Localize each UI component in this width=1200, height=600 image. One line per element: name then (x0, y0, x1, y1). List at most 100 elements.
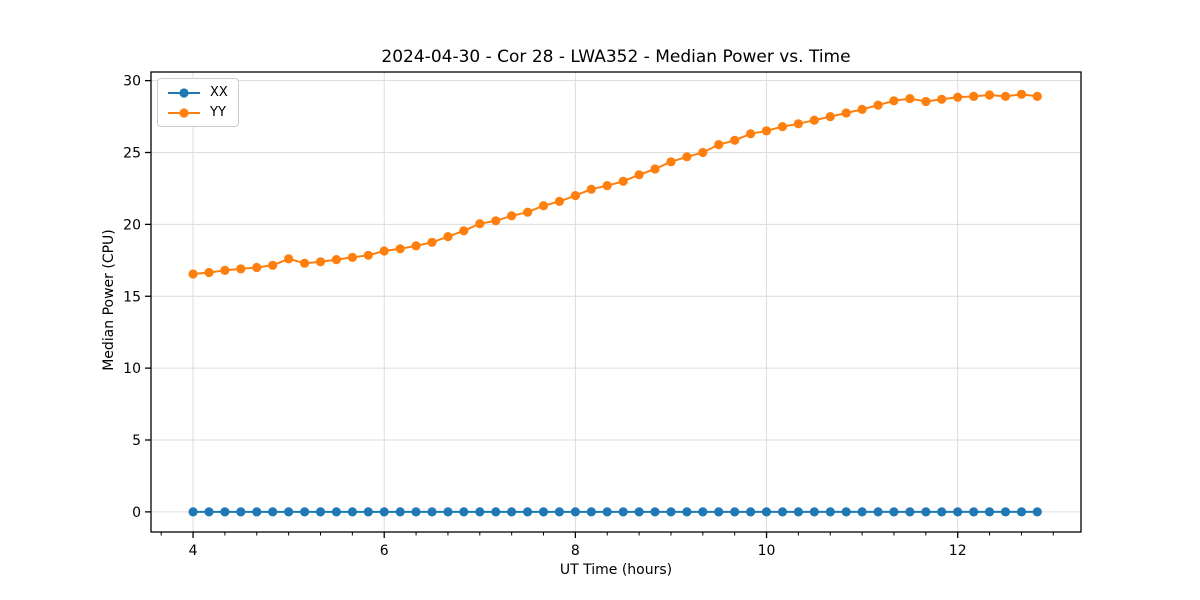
series-XX-marker (188, 507, 198, 517)
series-XX-marker (634, 507, 644, 517)
y-tick-label: 10 (123, 361, 141, 377)
series-YY-marker (857, 104, 867, 114)
series-YY-marker (809, 115, 819, 125)
series-XX-marker (809, 507, 819, 517)
series-XX-marker (1032, 507, 1042, 517)
series-YY-marker (443, 232, 453, 242)
series-XX-marker (395, 507, 405, 517)
series-XX-marker (331, 507, 341, 517)
series-XX-marker (236, 507, 246, 517)
series-XX-marker (730, 507, 740, 517)
series-YY-marker (602, 181, 612, 191)
series-YY-marker (331, 255, 341, 265)
series-YY-marker (570, 191, 581, 201)
series-YY-marker (538, 201, 549, 211)
legend-entry-yy: YY (166, 104, 228, 121)
series-YY-marker (507, 211, 517, 221)
series-XX-marker (1016, 507, 1027, 517)
series-YY-marker (698, 147, 708, 158)
series-XX-marker (969, 507, 979, 517)
series-YY-marker (284, 254, 294, 264)
series-XX-marker (793, 507, 804, 517)
series-XX-marker (761, 507, 772, 517)
series-XX-marker (698, 507, 708, 517)
legend-entry-xx: XX (166, 84, 228, 101)
series-YY-marker (554, 196, 565, 206)
series-XX-marker (921, 507, 931, 517)
series-YY-marker (969, 91, 979, 101)
series-XX-marker (714, 507, 724, 517)
series-YY-marker (379, 246, 389, 256)
series-XX-marker (491, 507, 501, 517)
series-YY-line (193, 93, 1038, 275)
series-XX-marker (538, 507, 549, 517)
series-YY-marker (953, 92, 963, 102)
series-XX-marker (379, 507, 389, 517)
series-YY-marker (730, 135, 740, 145)
series-XX-marker (443, 507, 453, 517)
series-YY-marker (777, 122, 788, 132)
series-XX-marker (873, 507, 883, 517)
series-YY-marker (188, 269, 198, 279)
series-YY-marker (1032, 91, 1042, 101)
y-axis-label: Median Power (CPU) (101, 229, 117, 371)
series-YY-marker (491, 216, 501, 226)
series-YY-marker (220, 265, 230, 275)
series-YY-marker (427, 237, 437, 247)
series-XX-marker (411, 507, 421, 517)
series-YY-marker (300, 258, 310, 268)
series-YY-marker (363, 250, 373, 260)
series-YY-marker (411, 241, 421, 251)
series-YY-marker (714, 140, 724, 150)
series-YY-marker (682, 152, 692, 162)
series-XX-marker (427, 507, 437, 517)
series-YY-marker (252, 262, 262, 273)
series-XX-marker (315, 507, 326, 517)
series-YY-marker (1016, 89, 1027, 99)
series-YY-marker (523, 207, 533, 217)
series-YY-marker (347, 252, 357, 262)
y-tick-label: 0 (132, 505, 141, 521)
series-XX-marker (841, 507, 851, 517)
series-XX-marker (905, 507, 915, 517)
y-tick-label: 20 (123, 217, 141, 233)
series-XX-marker (507, 507, 517, 517)
series-XX-marker (937, 507, 947, 517)
series-XX-marker (300, 507, 310, 517)
x-tick-label: 6 (380, 543, 389, 559)
series-XX-marker (475, 507, 485, 517)
series-XX-marker (1000, 507, 1011, 517)
legend-label-xx: XX (210, 85, 228, 100)
series-YY-marker (395, 244, 405, 254)
series-XX-marker (363, 507, 373, 517)
x-tick-label: 10 (758, 543, 776, 559)
series-YY-marker (236, 264, 246, 274)
series-YY-marker (459, 226, 469, 236)
legend-line-marker-yy-icon (168, 107, 200, 118)
series-XX-marker (857, 507, 867, 517)
plot-border (150, 71, 1082, 533)
series-XX-marker (953, 507, 963, 517)
series-YY-marker (746, 129, 756, 139)
series-YY-marker (1000, 91, 1011, 101)
legend: XX YY (157, 78, 239, 127)
series-XX-marker (984, 507, 995, 517)
series-YY-marker (666, 157, 676, 167)
x-tick-label: 8 (571, 543, 580, 559)
series-YY-marker (618, 176, 628, 186)
series-YY-marker (889, 96, 899, 106)
series-YY-marker (204, 267, 214, 278)
series-XX-marker (825, 507, 835, 517)
series-YY-marker (315, 257, 326, 267)
series-YY-marker (825, 112, 835, 122)
series-YY-marker (937, 94, 947, 104)
series-XX-marker (347, 507, 357, 517)
series-XX-marker (650, 507, 660, 517)
series-XX-marker (889, 507, 899, 517)
series-YY-marker (793, 119, 804, 129)
series-XX-marker (682, 507, 692, 517)
series-XX-marker (204, 507, 214, 517)
chart-title: 2024-04-30 - Cor 28 - LWA352 - Median Po… (381, 47, 851, 67)
